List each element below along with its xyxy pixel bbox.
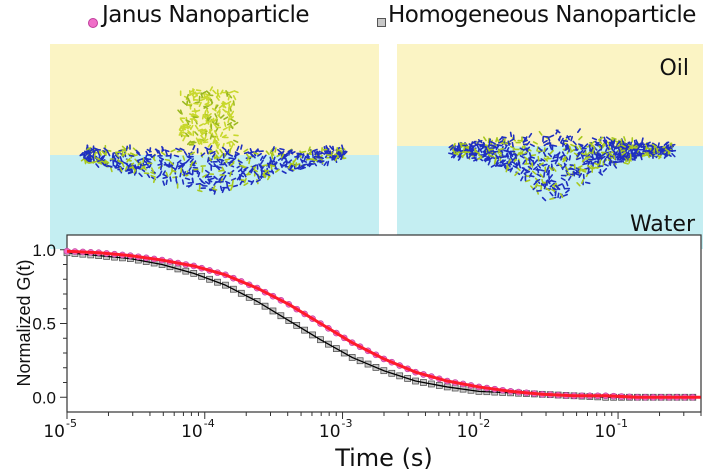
homogeneous-legend-marker	[377, 18, 386, 27]
x-tick-exponent: -1	[617, 417, 628, 430]
water-label: Water	[629, 212, 695, 237]
x-tick-label: 10	[457, 422, 479, 442]
x-tick-label: 10	[181, 422, 203, 442]
x-tick-label: 10	[594, 422, 616, 442]
janus-legend-label: Janus Nanoparticle	[102, 2, 310, 28]
janus-legend-marker	[88, 18, 98, 28]
x-tick-exponent: -2	[479, 417, 490, 430]
janus-fit-line	[66, 249, 701, 399]
x-axis-label: Time (s)	[334, 444, 433, 472]
homogeneous-simulation-snapshot: Oil Water	[397, 44, 703, 249]
x-tick-label: 10	[319, 422, 341, 442]
simulation-render	[50, 44, 379, 249]
water-phase	[50, 155, 379, 249]
x-tick-exponent: -5	[66, 417, 77, 430]
homogeneous-legend-label: Homogeneous Nanoparticle	[388, 2, 696, 28]
simulation-render	[397, 44, 703, 249]
y-tick-label: 1.0	[32, 241, 56, 260]
x-tick-exponent: -4	[204, 417, 215, 430]
polymer-chains	[79, 86, 348, 195]
y-tick-label: 0.0	[32, 388, 56, 407]
x-tick-exponent: -3	[342, 417, 353, 430]
janus-simulation-snapshot	[50, 44, 379, 249]
polymer-chains	[448, 128, 677, 202]
x-tick-label: 10	[43, 422, 65, 442]
oil-phase	[397, 44, 703, 146]
y-axis-label: Normalized G(t)	[14, 259, 34, 386]
oil-label: Oil	[659, 56, 689, 81]
water-phase	[397, 146, 703, 249]
y-tick-label: 0.5	[32, 315, 56, 334]
